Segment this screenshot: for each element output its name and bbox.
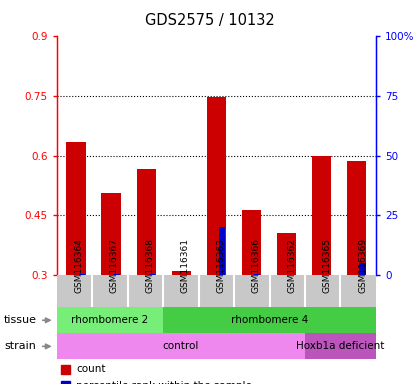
Text: GSM116361: GSM116361 (181, 238, 190, 293)
Bar (101, 193, 121, 275)
Bar (66, 142, 86, 275)
Bar (136, 169, 156, 275)
Text: GSM116365: GSM116365 (323, 238, 332, 293)
Bar (312, 156, 331, 275)
Text: GSM116367: GSM116367 (110, 238, 119, 293)
Text: strain: strain (4, 341, 36, 351)
Text: tissue: tissue (4, 315, 37, 325)
Bar (242, 210, 261, 275)
Text: Hoxb1a deficient: Hoxb1a deficient (296, 341, 385, 351)
Text: GSM116363: GSM116363 (216, 238, 225, 293)
Bar (277, 233, 296, 275)
Text: GSM116368: GSM116368 (145, 238, 155, 293)
Bar (347, 162, 366, 275)
Text: count: count (76, 364, 106, 374)
Text: GDS2575 / 10132: GDS2575 / 10132 (145, 13, 275, 28)
Text: rhombomere 4: rhombomere 4 (231, 315, 308, 325)
Text: GSM116364: GSM116364 (74, 238, 84, 293)
Bar (172, 271, 191, 275)
Text: GSM116362: GSM116362 (287, 238, 296, 293)
Text: GSM116369: GSM116369 (358, 238, 367, 293)
Text: rhombomere 2: rhombomere 2 (71, 315, 149, 325)
Text: percentile rank within the sample: percentile rank within the sample (76, 381, 252, 384)
Text: GSM116366: GSM116366 (252, 238, 261, 293)
Text: control: control (163, 341, 199, 351)
Bar (359, 263, 365, 275)
Bar (219, 227, 225, 275)
Bar (207, 97, 226, 275)
